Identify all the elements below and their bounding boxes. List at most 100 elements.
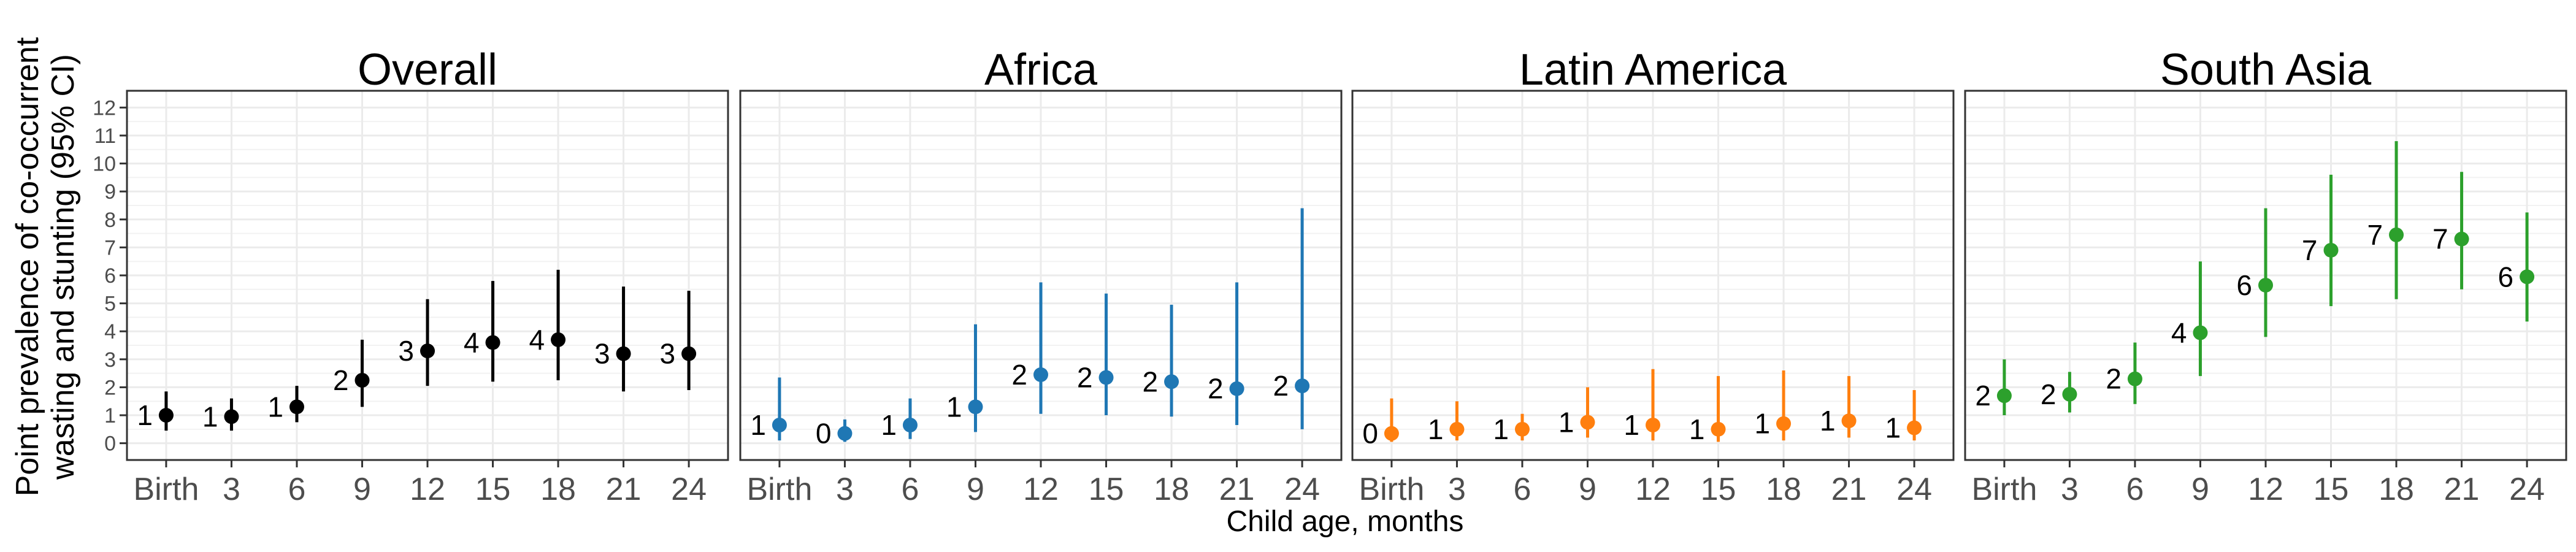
point-label: 7 xyxy=(2367,219,2383,251)
point-label: 1 xyxy=(1754,408,1770,440)
y-tick-label: 5 xyxy=(104,293,116,316)
point-label: 2 xyxy=(1142,366,1158,397)
point-label: 2 xyxy=(2106,363,2122,395)
x-tick-label: 15 xyxy=(2313,472,2349,507)
x-tick-label: 9 xyxy=(967,472,984,507)
data-point xyxy=(2323,242,2339,258)
point-label: 1 xyxy=(750,409,766,441)
y-tick-label: 10 xyxy=(93,153,116,176)
y-tick-label: 2 xyxy=(104,376,116,399)
data-point xyxy=(2062,386,2077,402)
point-label: 2 xyxy=(2041,378,2057,410)
data-point xyxy=(2389,227,2404,242)
point-label: 1 xyxy=(1493,413,1509,445)
point-label: 0 xyxy=(816,418,832,450)
point-label: 2 xyxy=(1975,380,1991,412)
x-tick-label: 15 xyxy=(1701,472,1736,507)
y-tick-label: 9 xyxy=(104,180,116,204)
data-point xyxy=(355,373,370,388)
data-point xyxy=(2193,325,2208,340)
data-point xyxy=(902,417,918,432)
x-tick-label: Birth xyxy=(1971,472,2037,507)
x-tick-label: 6 xyxy=(1513,472,1531,507)
data-point xyxy=(772,417,787,432)
data-point xyxy=(1996,388,2012,404)
point-label: 2 xyxy=(1077,361,1093,393)
panel-2: Latin America Birth 3 6 9 12 15 18 21 24 0 1 1 1 1 1 1 1 1 xyxy=(1351,45,1955,507)
panel-title: South Asia xyxy=(2160,45,2372,94)
data-point xyxy=(158,408,174,423)
point-label: 6 xyxy=(2497,261,2513,293)
data-point xyxy=(485,335,500,350)
data-point xyxy=(1098,370,1114,385)
point-label: 1 xyxy=(1428,413,1444,445)
x-tick-label: 12 xyxy=(1635,472,1671,507)
x-tick-label: 9 xyxy=(2191,472,2209,507)
data-point xyxy=(1580,415,1595,430)
data-point xyxy=(2454,231,2469,247)
data-point xyxy=(1514,421,1530,437)
data-point xyxy=(1229,381,1244,396)
data-point xyxy=(2520,269,2535,285)
y-tick-label: 7 xyxy=(104,236,116,259)
x-tick-label: 6 xyxy=(901,472,919,507)
data-point xyxy=(2258,277,2273,293)
data-point xyxy=(224,409,239,424)
data-point xyxy=(837,426,853,441)
point-label: 4 xyxy=(2171,316,2187,348)
data-point xyxy=(1384,426,1399,441)
x-tick-label: 3 xyxy=(836,472,854,507)
x-tick-label: Birth xyxy=(1359,472,1424,507)
point-label: 1 xyxy=(267,391,283,423)
point-label: 1 xyxy=(881,409,897,441)
x-tick-label: 24 xyxy=(2509,472,2545,507)
panel-title: Overall xyxy=(358,45,497,94)
x-tick-label: 18 xyxy=(2379,472,2414,507)
x-tick-label: Birth xyxy=(746,472,812,507)
data-point xyxy=(2127,371,2142,386)
point-label: 2 xyxy=(333,364,349,396)
x-tick-label: 3 xyxy=(223,472,240,507)
y-axis-title-line-2: wasting and stunting (95% CI) xyxy=(45,54,81,480)
y-axis-title-line-1: Point prevalence of co-occurrent xyxy=(10,37,45,496)
x-tick-label: 24 xyxy=(1284,472,1320,507)
point-label: 3 xyxy=(594,338,610,370)
data-point xyxy=(1295,378,1310,394)
x-tick-label: 6 xyxy=(2126,472,2144,507)
x-tick-label: 21 xyxy=(1831,472,1867,507)
point-label: 4 xyxy=(529,324,545,356)
y-tick-label: 0 xyxy=(104,432,116,456)
point-label: 3 xyxy=(659,338,675,370)
data-point xyxy=(551,332,566,347)
point-label: 3 xyxy=(398,335,414,367)
data-point xyxy=(616,346,631,361)
x-tick-label: 15 xyxy=(1089,472,1124,507)
point-label: 7 xyxy=(2302,234,2318,266)
data-point xyxy=(681,346,697,361)
x-tick-label: 18 xyxy=(540,472,576,507)
point-label: 1 xyxy=(137,399,153,431)
y-tick-label: 3 xyxy=(104,348,116,372)
x-tick-label: 24 xyxy=(671,472,707,507)
data-point xyxy=(968,399,983,415)
y-tick-label: 1 xyxy=(104,404,116,427)
point-label: 2 xyxy=(1273,370,1289,402)
x-tick-label: 12 xyxy=(410,472,445,507)
point-label: 6 xyxy=(2236,269,2252,301)
x-axis-title: Child age, months xyxy=(1227,505,1464,538)
data-point xyxy=(1711,421,1726,437)
data-point xyxy=(1164,374,1179,389)
point-label: 4 xyxy=(464,326,480,358)
point-label: 0 xyxy=(1362,418,1378,450)
x-tick-label: 12 xyxy=(1023,472,1059,507)
data-point xyxy=(1033,367,1048,382)
x-tick-label: 6 xyxy=(288,472,305,507)
x-tick-label: 21 xyxy=(606,472,642,507)
x-tick-label: 15 xyxy=(475,472,511,507)
x-tick-label: 9 xyxy=(1579,472,1597,507)
